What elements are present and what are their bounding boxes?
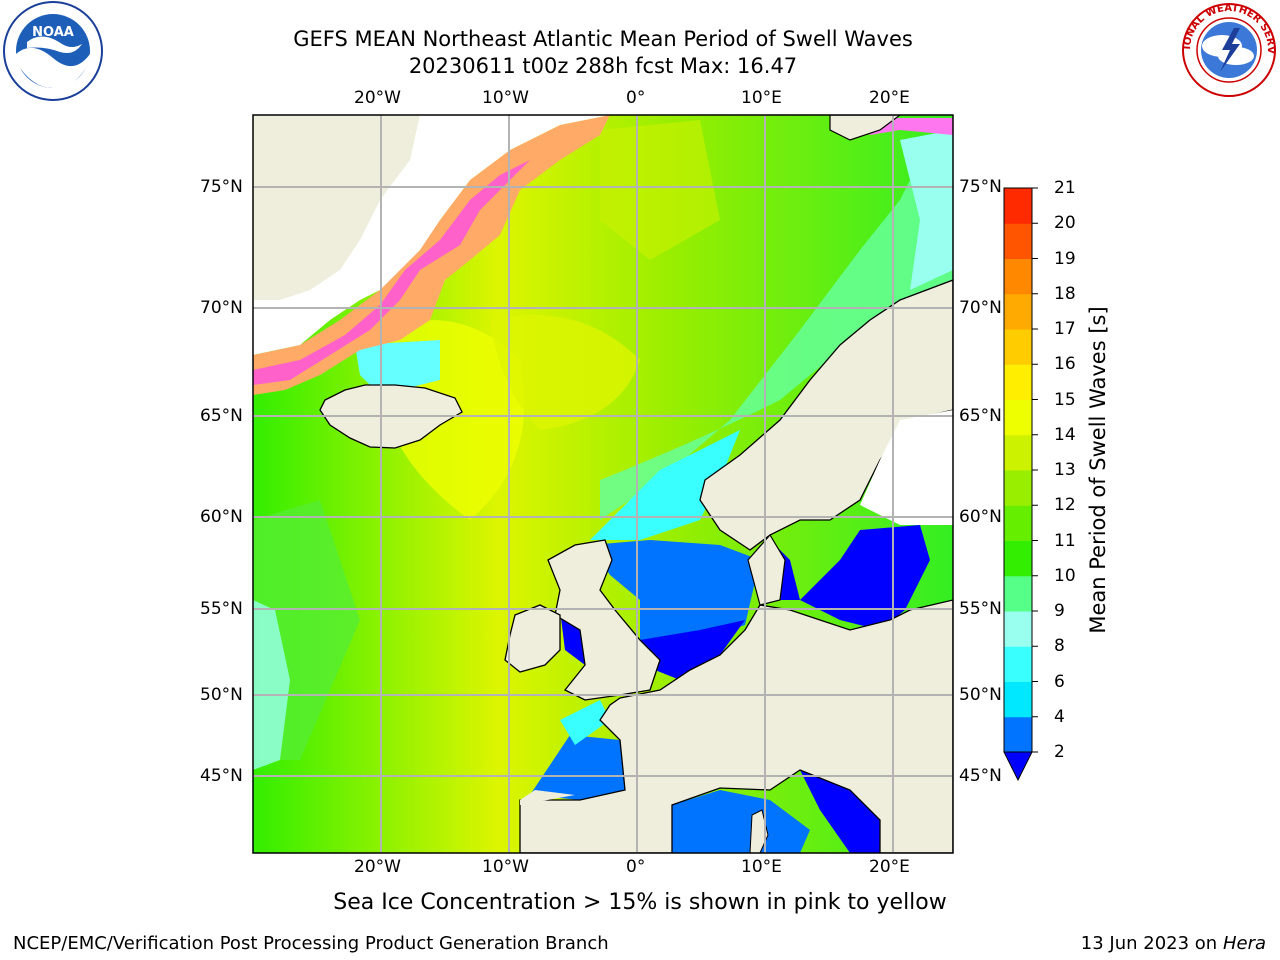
- noaa-logo: NOAA: [3, 1, 103, 101]
- map-field: [253, 115, 953, 853]
- map-title: GEFS MEAN Northeast Atlantic Mean Period…: [293, 27, 913, 51]
- lat-label-left: 50°N: [200, 685, 243, 705]
- lat-label-right: 50°N: [959, 685, 1002, 705]
- sea-ice-pink: [253, 160, 530, 385]
- colorbar-tick-label: 8: [1054, 636, 1065, 657]
- lon-label-bottom: 10°E: [741, 857, 782, 877]
- baltic-sea: [800, 525, 930, 630]
- channel-approach: [560, 700, 610, 745]
- lat-label-left: 45°N: [200, 766, 243, 786]
- svalbard: [829, 115, 901, 141]
- map-subtitle: 20230611 t00z 288h fcst Max: 16.47: [408, 54, 798, 78]
- colorbar-segment: [1004, 293, 1032, 330]
- lon-label-bottom: 10°W: [482, 857, 529, 877]
- lon-label-top: 20°E: [869, 88, 910, 108]
- colorbar-segment: [1004, 646, 1032, 682]
- swell-patch-low: [253, 600, 290, 770]
- colorbar-tick-label: 21: [1054, 178, 1076, 198]
- colorbar-tick-label: 12: [1054, 495, 1076, 516]
- footer-date: 13 Jun 2023 on Hera: [1080, 933, 1266, 954]
- lon-label-bottom: 20°W: [354, 857, 401, 877]
- colorbar: [1003, 187, 1038, 782]
- colorbar-segment: [1004, 399, 1032, 436]
- nws-logo: NATIONAL WEATHER SERVICE: [1178, 2, 1276, 97]
- sea-ice-note: Sea Ice Concentration > 15% is shown in …: [333, 890, 947, 915]
- swell-patch-low: [355, 340, 440, 395]
- colorbar-segment: [1004, 540, 1032, 577]
- lat-label-left: 70°N: [200, 298, 243, 318]
- colorbar-tick-label: 4: [1054, 706, 1065, 727]
- colorbar-tick-label: 19: [1054, 248, 1076, 269]
- colorbar-segment: [1004, 681, 1032, 718]
- colorbar-tick-label: 2: [1054, 742, 1065, 762]
- colorbar-tick-label: 18: [1054, 283, 1076, 304]
- gulf-of-bothnia-ice: [860, 410, 953, 525]
- colorbar-segment: [1004, 258, 1032, 295]
- colorbar-tick-label: 15: [1054, 389, 1076, 410]
- colorbar-segment: [1004, 223, 1032, 259]
- colorbar-tick-label: 9: [1054, 601, 1065, 621]
- colorbar-tick-label: 10: [1054, 565, 1076, 586]
- lat-label-right: 55°N: [959, 599, 1002, 619]
- footer-credit: NCEP/EMC/Verification Post Processing Pr…: [13, 933, 609, 954]
- map-gridlines: [253, 115, 953, 853]
- iberia-coast: [520, 790, 575, 805]
- lon-label-bottom: 0°: [626, 857, 646, 877]
- lat-label-right: 75°N: [959, 177, 1002, 197]
- lat-label-right: 65°N: [959, 406, 1002, 426]
- lon-label-top: 20°W: [354, 88, 401, 108]
- mediterranean-west: [672, 790, 810, 853]
- colorbar-tick-label: 17: [1054, 319, 1076, 339]
- colorbar-tick-label: 11: [1054, 530, 1076, 551]
- lat-label-left: 75°N: [200, 177, 243, 197]
- swell-patch-mid: [600, 120, 720, 260]
- colorbar-segment: [1004, 188, 1032, 224]
- map-frame: [252, 114, 954, 854]
- swell-patch-high: [490, 315, 640, 430]
- colorbar-segment: [1004, 716, 1032, 753]
- colorbar-segment: [1004, 470, 1032, 506]
- lon-label-top: 10°E: [741, 88, 782, 108]
- lat-label-right: 70°N: [959, 298, 1002, 318]
- continental-europe: [519, 599, 953, 853]
- lat-label-right: 45°N: [959, 766, 1002, 786]
- lat-label-left: 65°N: [200, 406, 243, 426]
- colorbar-tick-label: 20: [1054, 213, 1076, 234]
- adriatic-sea: [800, 770, 885, 853]
- colorbar-tick-label: 13: [1054, 460, 1076, 480]
- bay-of-biscay: [530, 735, 630, 800]
- footer-system: Hera: [1222, 933, 1266, 954]
- colorbar-segment: [1004, 364, 1032, 400]
- lon-label-top: 0°: [626, 88, 646, 108]
- colorbar-segment: [1004, 575, 1032, 612]
- north-sea-south: [640, 620, 745, 680]
- colorbar-tick-label: 6: [1054, 671, 1065, 692]
- colorbar-tick-label: 16: [1054, 354, 1076, 375]
- denmark: [747, 533, 786, 606]
- colorbar-segment: [1004, 505, 1032, 541]
- great-britain: [547, 539, 661, 701]
- colorbar-extend-arrow: [1003, 751, 1033, 782]
- swell-patch-low: [900, 130, 953, 290]
- colorbar-segment: [1004, 611, 1032, 647]
- swell-patch-low: [590, 430, 740, 540]
- lon-label-bottom: 20°E: [869, 857, 910, 877]
- lat-label-right: 60°N: [959, 507, 1002, 527]
- svg-text:NOAA: NOAA: [32, 25, 74, 40]
- lon-label-top: 10°W: [482, 88, 529, 108]
- colorbar-segment: [1004, 329, 1032, 365]
- greenland-coast: [253, 115, 420, 300]
- lat-label-left: 55°N: [200, 599, 243, 619]
- lat-label-left: 60°N: [200, 507, 243, 527]
- colorbar-segment: [1004, 434, 1032, 471]
- colorbar-tick-label: 14: [1054, 424, 1076, 445]
- colorbar-label: Mean Period of Swell Waves [s]: [1086, 306, 1110, 634]
